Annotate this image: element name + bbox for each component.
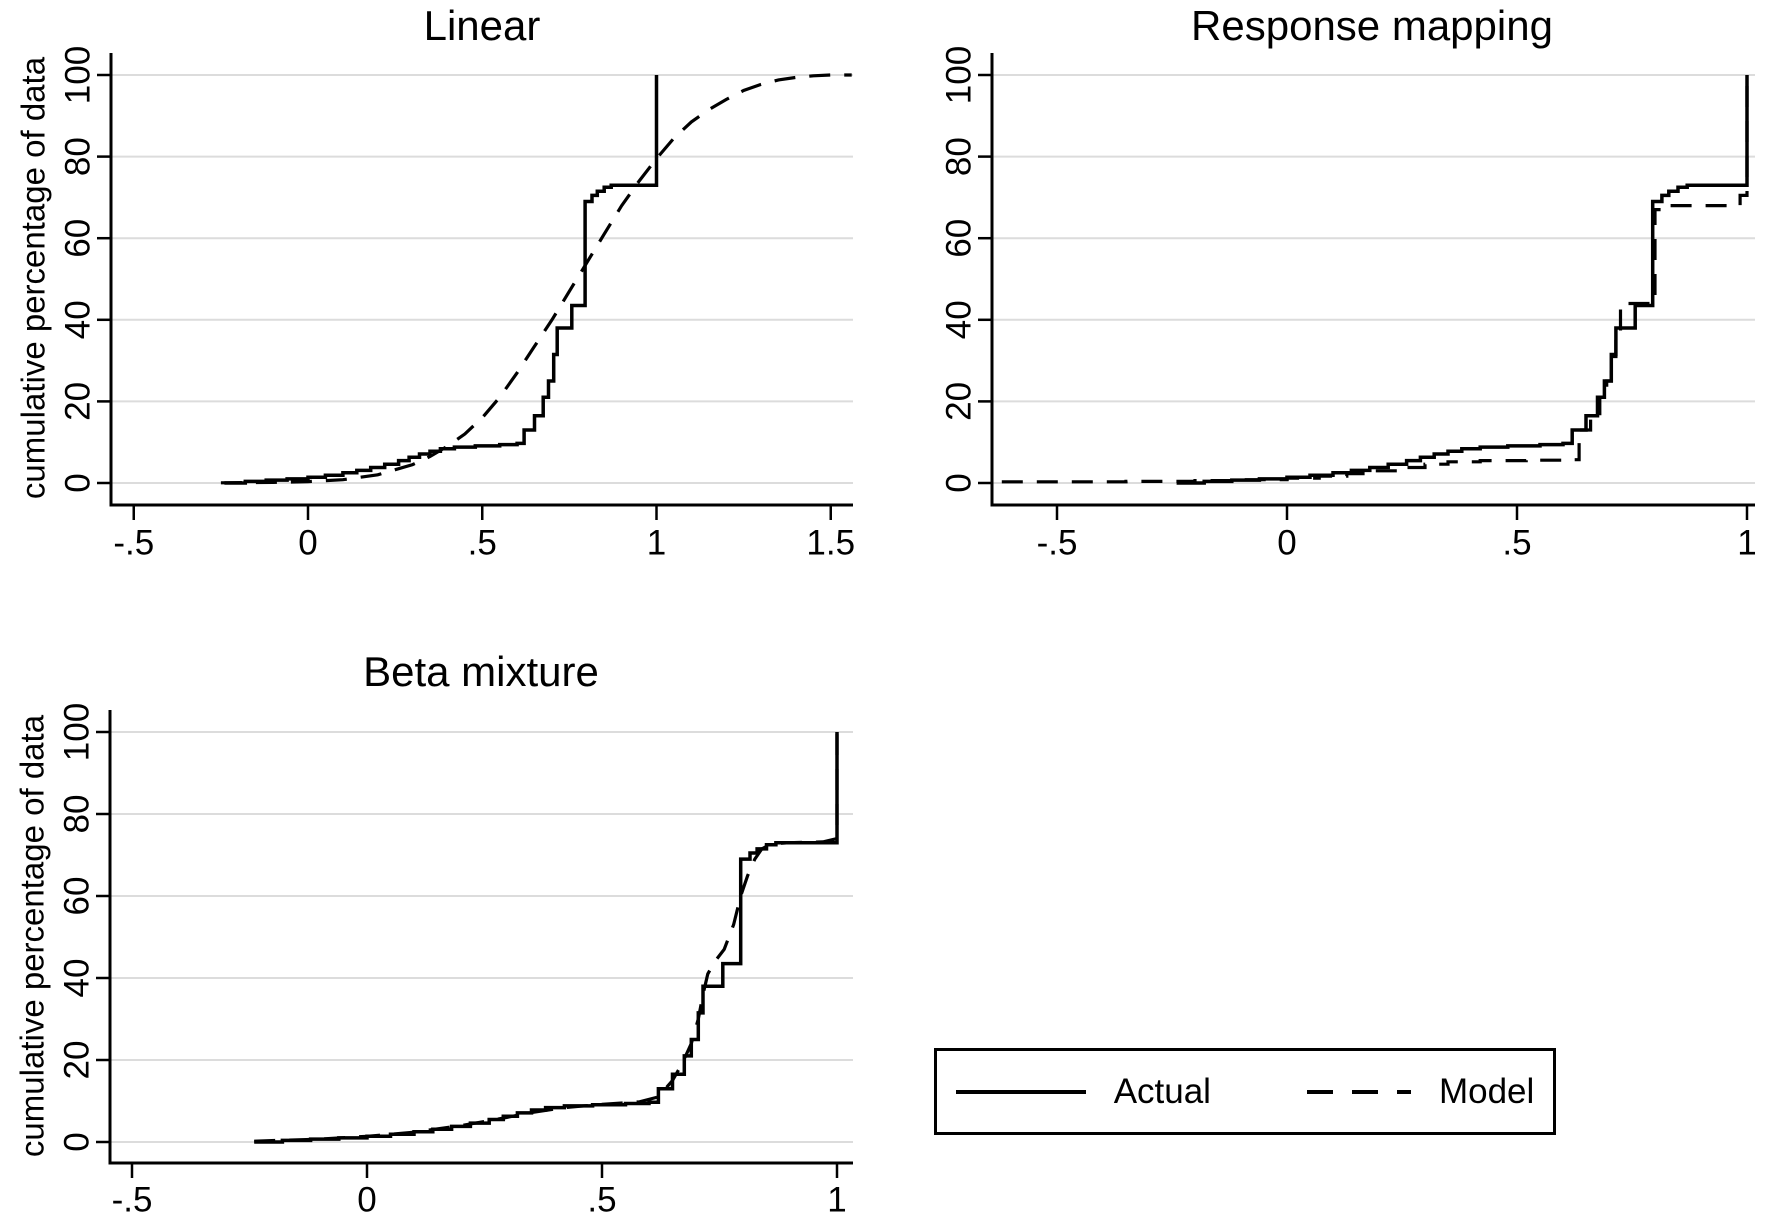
y-tick-label-60: 60 [59,219,98,258]
y-tick-label-20: 20 [59,382,98,421]
y-tick-label-100: 100 [940,46,979,104]
legend: Actual Model [934,1048,1556,1135]
y-tick-label-100: 100 [59,46,98,104]
x-tick-label-1: 1 [647,524,666,563]
series-actual-line [1176,75,1749,485]
series-model-line [220,73,852,485]
series-model-line [254,732,839,1143]
y-tick-label-100: 100 [58,703,97,761]
x-tick-label-1: 1 [1737,524,1756,563]
legend-dashed-line-sample [1306,1089,1411,1094]
chart-title-beta-mixture: Beta mixture [363,648,599,695]
y-tick-label-80: 80 [59,137,98,176]
x-tick-label-0: 0 [357,1181,376,1220]
x-tick-label--.5: -.5 [1037,524,1078,563]
y-tick-label-40: 40 [940,300,979,339]
x-tick-label-.5: .5 [468,524,497,563]
chart-title-linear: Linear [423,2,541,49]
legend-label-model: Model [1438,1071,1535,1111]
y-tick-label-0: 0 [59,473,98,492]
y-tick-label-0: 0 [940,473,979,492]
y-tick-label-60: 60 [940,219,979,258]
x-tick-label-.5: .5 [587,1181,616,1220]
chart-title-response-mapping: Response mapping [1191,2,1553,49]
chart-plot-beta-mixture: 0 20 40 60 80 100 -.5 0 .5 1 [58,703,853,1220]
series-actual-line [254,732,839,1144]
chart-plot-response-mapping: 0 20 40 60 80 100 -.5 0 .5 1 [940,46,1757,563]
chart-plot-linear: 0 20 40 60 80 100 -.5 0 .5 1 1.5 [59,46,856,563]
legend-label-actual: Actual [1113,1071,1211,1111]
y-tick-label-0: 0 [58,1132,97,1151]
y-tick-label-40: 40 [58,959,97,998]
y-tick-label-40: 40 [59,300,98,339]
x-tick-label--.5: -.5 [113,524,154,563]
x-tick-label-1: 1 [827,1181,846,1220]
y-tick-label-20: 20 [940,382,979,421]
series-actual-line [224,75,659,485]
y-axis-title-linear: cumulative percentage of data [14,56,52,500]
y-axis-title-beta-mixture: cumulative percentage of data [13,714,51,1158]
x-tick-label--.5: -.5 [112,1181,153,1220]
x-tick-label-.5: .5 [1502,524,1531,563]
x-tick-label-0: 0 [1277,524,1296,563]
y-tick-label-60: 60 [58,877,97,916]
x-tick-label-1.5: 1.5 [806,524,855,563]
series-model-line [1001,75,1749,484]
x-tick-label-0: 0 [298,524,317,563]
y-tick-label-80: 80 [58,795,97,834]
legend-solid-line-sample [955,1089,1086,1094]
y-tick-label-20: 20 [58,1041,97,1080]
y-tick-label-80: 80 [940,137,979,176]
